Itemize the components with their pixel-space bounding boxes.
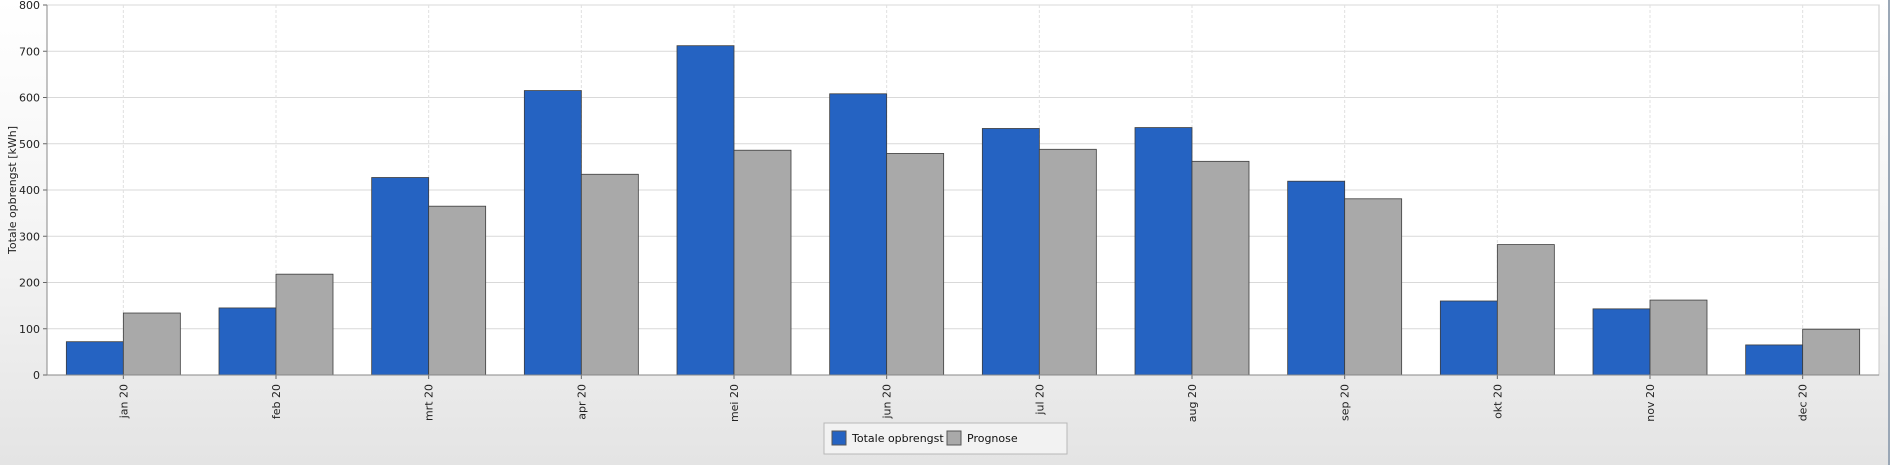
legend-swatch-prognose: [946, 430, 962, 446]
bar-totale-opbrengst-nov-20: [1592, 308, 1651, 376]
legend-label-totale-opbrengst: Totale opbrengst: [851, 432, 944, 445]
x-tick-label: jul 20: [1033, 384, 1046, 416]
bar-prognose-mei-20: [733, 149, 792, 376]
legend-box: [823, 422, 1068, 455]
y-tick-label: 300: [19, 230, 40, 243]
bar-prognose-aug-20: [1191, 160, 1250, 376]
x-tick-label: feb 20: [270, 384, 283, 419]
bars: [65, 45, 1861, 376]
x-tick-label: aug 20: [1186, 384, 1199, 422]
x-tick-label: sep 20: [1339, 384, 1352, 421]
legend-label-prognose: Prognose: [967, 432, 1018, 445]
bar-totale-opbrengst-sep-20: [1287, 180, 1346, 376]
x-tick-label: apr 20: [575, 384, 588, 420]
y-tick-label: 200: [19, 277, 40, 290]
x-tick-label: dec 20: [1797, 384, 1810, 421]
y-axis-title: Totale opbrengst [kWh]: [6, 126, 19, 255]
bar-prognose-feb-20: [275, 273, 334, 376]
bar-prognose-jul-20: [1038, 148, 1097, 376]
bar-totale-opbrengst-jan-20: [65, 341, 124, 376]
bar-prognose-mrt-20: [428, 205, 487, 376]
y-tick-label: 500: [19, 138, 40, 151]
bar-totale-opbrengst-okt-20: [1439, 300, 1498, 376]
y-tick-label: 100: [19, 323, 40, 336]
x-axis: jan 20 feb 20 mrt 20 apr 20 mei 20 jun 20 jul …: [47, 374, 1879, 422]
bar-prognose-jun-20: [886, 153, 945, 376]
x-tick-label: okt 20: [1491, 384, 1504, 419]
y-tick-label: 800: [19, 0, 40, 12]
bar-prognose-apr-20: [580, 173, 639, 376]
bar-prognose-nov-20: [1649, 299, 1708, 376]
bar-totale-opbrengst-aug-20: [1134, 127, 1193, 376]
x-tick-label: mei 20: [728, 384, 741, 422]
bar-prognose-sep-20: [1344, 198, 1403, 376]
x-tick-label: jan 20: [117, 384, 130, 419]
bar-prognose-jan-20: [122, 312, 181, 376]
x-tick-label: mrt 20: [423, 384, 436, 421]
bar-totale-opbrengst-feb-20: [218, 307, 277, 376]
y-tick-label: 0: [33, 369, 40, 382]
y-tick-label: 700: [19, 45, 40, 58]
y-tick-label: 400: [19, 184, 40, 197]
legend-swatch-totale-opbrengst: [831, 430, 847, 446]
bar-totale-opbrengst-jul-20: [981, 128, 1040, 376]
bar-totale-opbrengst-apr-20: [523, 90, 582, 376]
x-tick-label: nov 20: [1644, 384, 1657, 422]
bar-totale-opbrengst-jun-20: [829, 93, 888, 376]
y-axis: 0 100 200 300 400 500 600 700 800: [19, 0, 48, 382]
y-tick-label: 600: [19, 92, 40, 105]
bar-prognose-okt-20: [1496, 244, 1555, 376]
bar-totale-opbrengst-dec-20: [1745, 344, 1804, 376]
bar-totale-opbrengst-mei-20: [676, 45, 735, 376]
legend: Totale opbrengst Prognose: [823, 422, 1068, 455]
bar-totale-opbrengst-mrt-20: [371, 177, 430, 376]
x-tick-label: jun 20: [881, 384, 894, 420]
bar-prognose-dec-20: [1802, 328, 1861, 376]
